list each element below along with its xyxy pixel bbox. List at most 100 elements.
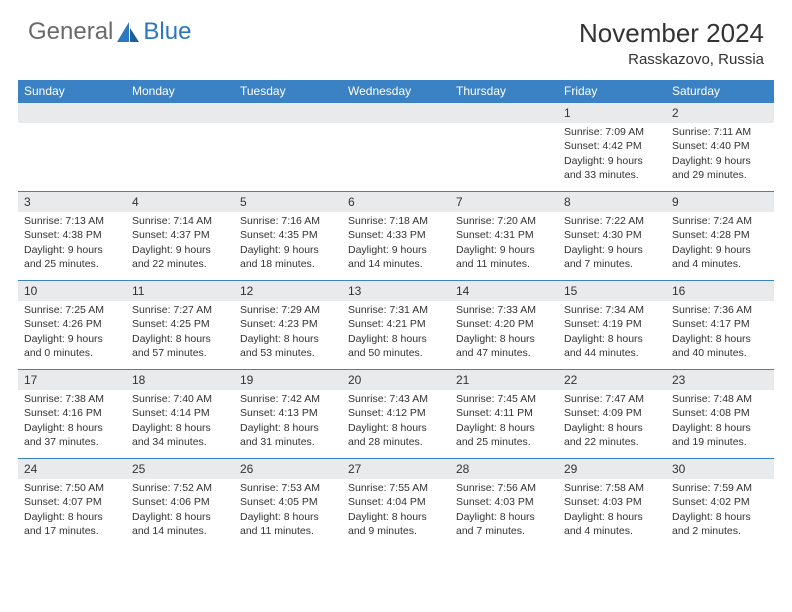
day-body: Sunrise: 7:43 AMSunset: 4:12 PMDaylight:… — [342, 390, 450, 453]
sunset-text: Sunset: 4:20 PM — [456, 317, 552, 331]
sunrise-text: Sunrise: 7:55 AM — [348, 481, 444, 495]
daylight-text: Daylight: 8 hours and 53 minutes. — [240, 332, 336, 360]
sunrise-text: Sunrise: 7:47 AM — [564, 392, 660, 406]
daylight-text: Daylight: 8 hours and 7 minutes. — [456, 510, 552, 538]
day-number: 22 — [558, 370, 666, 390]
sunset-text: Sunset: 4:28 PM — [672, 228, 768, 242]
week-row: 1Sunrise: 7:09 AMSunset: 4:42 PMDaylight… — [18, 102, 774, 191]
day-number — [234, 103, 342, 123]
daylight-text: Daylight: 8 hours and 40 minutes. — [672, 332, 768, 360]
day-cell — [18, 103, 126, 191]
sunset-text: Sunset: 4:30 PM — [564, 228, 660, 242]
sunset-text: Sunset: 4:03 PM — [564, 495, 660, 509]
sunset-text: Sunset: 4:40 PM — [672, 139, 768, 153]
day-cell: 3Sunrise: 7:13 AMSunset: 4:38 PMDaylight… — [18, 192, 126, 280]
day-number: 4 — [126, 192, 234, 212]
day-number: 21 — [450, 370, 558, 390]
day-number: 12 — [234, 281, 342, 301]
day-cell: 1Sunrise: 7:09 AMSunset: 4:42 PMDaylight… — [558, 103, 666, 191]
day-number: 25 — [126, 459, 234, 479]
daylight-text: Daylight: 8 hours and 57 minutes. — [132, 332, 228, 360]
day-cell: 15Sunrise: 7:34 AMSunset: 4:19 PMDayligh… — [558, 281, 666, 369]
day-cell — [126, 103, 234, 191]
sunset-text: Sunset: 4:11 PM — [456, 406, 552, 420]
sunset-text: Sunset: 4:02 PM — [672, 495, 768, 509]
day-body: Sunrise: 7:38 AMSunset: 4:16 PMDaylight:… — [18, 390, 126, 453]
day-cell: 14Sunrise: 7:33 AMSunset: 4:20 PMDayligh… — [450, 281, 558, 369]
day-body: Sunrise: 7:55 AMSunset: 4:04 PMDaylight:… — [342, 479, 450, 542]
day-cell: 7Sunrise: 7:20 AMSunset: 4:31 PMDaylight… — [450, 192, 558, 280]
day-cell: 17Sunrise: 7:38 AMSunset: 4:16 PMDayligh… — [18, 370, 126, 458]
day-number — [450, 103, 558, 123]
day-cell: 19Sunrise: 7:42 AMSunset: 4:13 PMDayligh… — [234, 370, 342, 458]
weekday-cell: Monday — [126, 80, 234, 102]
sunrise-text: Sunrise: 7:36 AM — [672, 303, 768, 317]
sunrise-text: Sunrise: 7:40 AM — [132, 392, 228, 406]
day-number: 23 — [666, 370, 774, 390]
day-number: 9 — [666, 192, 774, 212]
daylight-text: Daylight: 8 hours and 31 minutes. — [240, 421, 336, 449]
day-body: Sunrise: 7:47 AMSunset: 4:09 PMDaylight:… — [558, 390, 666, 453]
sunset-text: Sunset: 4:33 PM — [348, 228, 444, 242]
daylight-text: Daylight: 9 hours and 4 minutes. — [672, 243, 768, 271]
sunset-text: Sunset: 4:37 PM — [132, 228, 228, 242]
daylight-text: Daylight: 8 hours and 25 minutes. — [456, 421, 552, 449]
day-body: Sunrise: 7:33 AMSunset: 4:20 PMDaylight:… — [450, 301, 558, 364]
day-number: 19 — [234, 370, 342, 390]
day-body: Sunrise: 7:27 AMSunset: 4:25 PMDaylight:… — [126, 301, 234, 364]
weekday-cell: Tuesday — [234, 80, 342, 102]
day-cell: 26Sunrise: 7:53 AMSunset: 4:05 PMDayligh… — [234, 459, 342, 547]
day-body: Sunrise: 7:45 AMSunset: 4:11 PMDaylight:… — [450, 390, 558, 453]
weekday-cell: Thursday — [450, 80, 558, 102]
calendar-grid: SundayMondayTuesdayWednesdayThursdayFrid… — [18, 80, 774, 547]
daylight-text: Daylight: 9 hours and 22 minutes. — [132, 243, 228, 271]
sunset-text: Sunset: 4:35 PM — [240, 228, 336, 242]
day-number: 14 — [450, 281, 558, 301]
day-number: 16 — [666, 281, 774, 301]
weekday-cell: Saturday — [666, 80, 774, 102]
sunset-text: Sunset: 4:26 PM — [24, 317, 120, 331]
sunset-text: Sunset: 4:25 PM — [132, 317, 228, 331]
day-cell: 5Sunrise: 7:16 AMSunset: 4:35 PMDaylight… — [234, 192, 342, 280]
sunset-text: Sunset: 4:07 PM — [24, 495, 120, 509]
sunrise-text: Sunrise: 7:50 AM — [24, 481, 120, 495]
day-body — [450, 123, 558, 129]
day-cell: 22Sunrise: 7:47 AMSunset: 4:09 PMDayligh… — [558, 370, 666, 458]
day-body: Sunrise: 7:14 AMSunset: 4:37 PMDaylight:… — [126, 212, 234, 275]
daylight-text: Daylight: 9 hours and 7 minutes. — [564, 243, 660, 271]
daylight-text: Daylight: 8 hours and 4 minutes. — [564, 510, 660, 538]
day-number: 8 — [558, 192, 666, 212]
day-cell: 25Sunrise: 7:52 AMSunset: 4:06 PMDayligh… — [126, 459, 234, 547]
sunrise-text: Sunrise: 7:18 AM — [348, 214, 444, 228]
day-body: Sunrise: 7:36 AMSunset: 4:17 PMDaylight:… — [666, 301, 774, 364]
weekday-header-row: SundayMondayTuesdayWednesdayThursdayFrid… — [18, 80, 774, 102]
sunset-text: Sunset: 4:21 PM — [348, 317, 444, 331]
sunrise-text: Sunrise: 7:11 AM — [672, 125, 768, 139]
day-body: Sunrise: 7:59 AMSunset: 4:02 PMDaylight:… — [666, 479, 774, 542]
day-cell: 13Sunrise: 7:31 AMSunset: 4:21 PMDayligh… — [342, 281, 450, 369]
day-body: Sunrise: 7:16 AMSunset: 4:35 PMDaylight:… — [234, 212, 342, 275]
day-cell: 24Sunrise: 7:50 AMSunset: 4:07 PMDayligh… — [18, 459, 126, 547]
sunset-text: Sunset: 4:06 PM — [132, 495, 228, 509]
day-cell: 10Sunrise: 7:25 AMSunset: 4:26 PMDayligh… — [18, 281, 126, 369]
day-number — [126, 103, 234, 123]
brand-general-text: General — [28, 18, 113, 46]
day-body: Sunrise: 7:09 AMSunset: 4:42 PMDaylight:… — [558, 123, 666, 186]
sunset-text: Sunset: 4:38 PM — [24, 228, 120, 242]
day-number: 1 — [558, 103, 666, 123]
day-body — [234, 123, 342, 129]
sunrise-text: Sunrise: 7:59 AM — [672, 481, 768, 495]
daylight-text: Daylight: 8 hours and 50 minutes. — [348, 332, 444, 360]
sunset-text: Sunset: 4:31 PM — [456, 228, 552, 242]
sunset-text: Sunset: 4:19 PM — [564, 317, 660, 331]
day-body: Sunrise: 7:25 AMSunset: 4:26 PMDaylight:… — [18, 301, 126, 364]
sunrise-text: Sunrise: 7:16 AM — [240, 214, 336, 228]
sunrise-text: Sunrise: 7:43 AM — [348, 392, 444, 406]
day-cell: 28Sunrise: 7:56 AMSunset: 4:03 PMDayligh… — [450, 459, 558, 547]
sunset-text: Sunset: 4:42 PM — [564, 139, 660, 153]
day-cell: 16Sunrise: 7:36 AMSunset: 4:17 PMDayligh… — [666, 281, 774, 369]
daylight-text: Daylight: 8 hours and 14 minutes. — [132, 510, 228, 538]
day-body: Sunrise: 7:48 AMSunset: 4:08 PMDaylight:… — [666, 390, 774, 453]
day-body — [18, 123, 126, 129]
weekday-cell: Friday — [558, 80, 666, 102]
